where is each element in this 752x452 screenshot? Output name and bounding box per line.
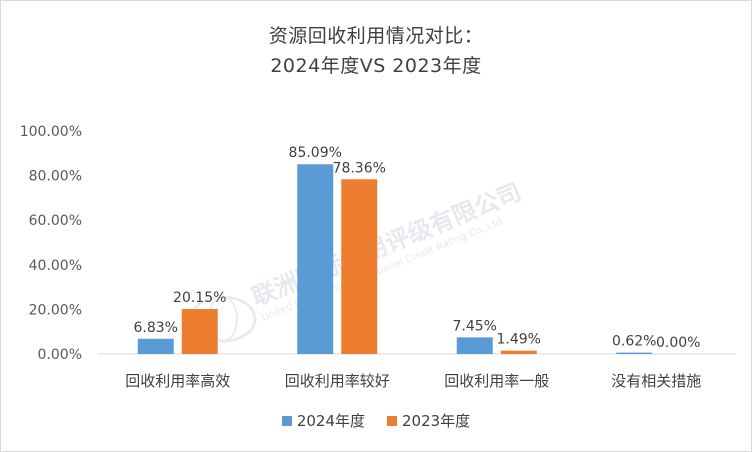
bar-2024-2 <box>456 337 493 354</box>
y-tick-label: 40.00% <box>29 258 82 274</box>
y-tick-label: 80.00% <box>29 169 82 185</box>
y-tick-label: 20.00% <box>29 302 82 318</box>
legend-label-2023: 2023年度 <box>402 412 471 430</box>
bar-2023-0 <box>181 309 218 354</box>
y-tick-label: 60.00% <box>29 213 82 229</box>
data-label: 78.36% <box>333 160 386 176</box>
data-label: 20.15% <box>173 290 226 306</box>
data-labels-group: 6.83% 20.15% 85.09%78.36% 7.45%1.49% 0.62% 0.… <box>134 145 701 351</box>
data-label: 1.49% <box>497 332 541 348</box>
watermark-text-cn: 联洲国际信用评级有限公司 <box>248 178 526 312</box>
category-labels-group: 回收利用率高效 回收利用率较好 回收利用率一般 没有相关措施 <box>125 372 701 390</box>
bar-2023-2 <box>500 350 537 354</box>
chart-title-line-1: 资源回收利用情况对比： <box>268 25 484 47</box>
legend-item-2024: 2024年度 <box>281 410 365 431</box>
data-label: 0.00% <box>656 335 700 351</box>
bar-2024-3 <box>616 352 653 354</box>
bar-2023-1 <box>341 179 378 354</box>
category-label: 没有相关措施 <box>611 372 701 390</box>
category-label: 回收利用率高效 <box>125 372 230 390</box>
data-label: 85.09% <box>289 145 342 161</box>
legend-item-2023: 2023年度 <box>387 410 470 431</box>
bar-chart: 联洲国际信用评级有限公司 United Continent Internatio… <box>20 124 736 390</box>
legend-swatch-2024 <box>281 415 292 426</box>
bars-group <box>137 164 653 354</box>
legend-swatch-2023 <box>387 415 397 426</box>
bar-2024-1 <box>297 164 334 354</box>
y-tick-label: 0.00% <box>38 347 82 363</box>
chart-title-line-2: 2024年度VS 2023年度 <box>270 55 482 77</box>
category-label: 回收利用率一般 <box>444 372 549 390</box>
y-tick-label: 100.00% <box>20 124 82 140</box>
legend-label-2024: 2024年度 <box>296 412 365 430</box>
bar-2024-0 <box>137 338 174 354</box>
data-label: 7.45% <box>453 318 497 334</box>
data-label: 0.62% <box>612 334 656 350</box>
data-label: 6.83% <box>134 320 178 336</box>
category-label: 回收利用率较好 <box>285 372 390 390</box>
y-axis: 0.00% 20.00% 40.00% 60.00% 80.00% 100.00% <box>20 124 82 363</box>
legend: 2024年度 2023年度 <box>1 410 751 431</box>
